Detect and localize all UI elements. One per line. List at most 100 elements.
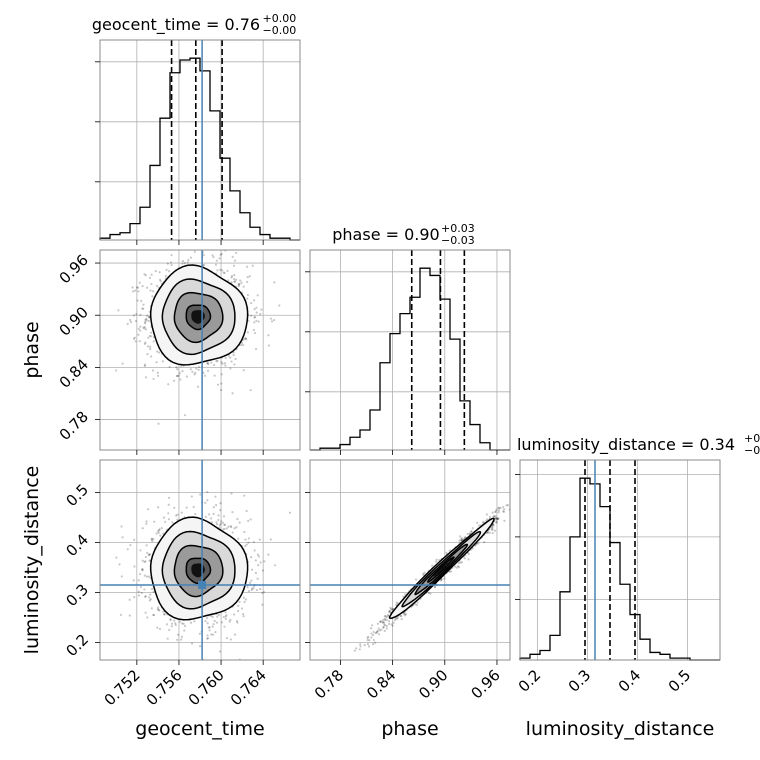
sample-point [224, 617, 227, 620]
sample-point [197, 368, 200, 371]
sample-point [211, 633, 215, 636]
sample-point [126, 548, 129, 551]
sample-point [494, 517, 497, 520]
sample-point [482, 521, 485, 524]
sample-point [215, 504, 218, 507]
sample-point [383, 618, 387, 622]
sample-point [158, 351, 161, 354]
sample-point [244, 598, 248, 601]
sample-point [219, 650, 222, 653]
sample-point [494, 514, 497, 518]
sample-point [491, 525, 494, 529]
sample-point [374, 641, 377, 644]
sample-point [126, 322, 129, 326]
sample-point [212, 256, 215, 259]
contour-line [149, 264, 249, 366]
sample-point [142, 326, 145, 329]
sample-point [181, 370, 184, 373]
sample-point [218, 257, 221, 260]
sample-point [140, 299, 143, 303]
sample-point [390, 623, 393, 626]
sample-point [370, 632, 373, 635]
sample-point [247, 537, 250, 540]
sample-point [249, 302, 253, 305]
sample-point [379, 620, 382, 623]
sample-point [156, 350, 159, 353]
sample-point [191, 370, 194, 373]
sample-point [137, 333, 140, 336]
sample-point [178, 372, 181, 375]
sample-point [495, 508, 498, 511]
sample-point [456, 564, 460, 568]
sample-point [250, 579, 253, 582]
sample-point [206, 622, 209, 625]
sample-point [150, 335, 153, 338]
sample-point [388, 610, 391, 613]
sample-point [189, 621, 193, 624]
sample-point [139, 585, 143, 588]
sample-point [148, 596, 151, 599]
sample-point [236, 609, 240, 613]
sample-point [440, 578, 443, 581]
sample-point [213, 619, 216, 623]
sample-point [435, 560, 438, 563]
sample-point [152, 340, 155, 343]
sample-point [232, 277, 236, 281]
sample-point [372, 638, 375, 642]
sample-point [162, 610, 165, 613]
sample-point [242, 615, 245, 618]
sample-point [166, 262, 169, 265]
sample-point [255, 319, 258, 322]
histogram-panel-geocent_time: geocent_time = 0.76 +0.00−0.00 [92, 12, 301, 245]
sample-point [183, 414, 187, 417]
sample-point [467, 552, 470, 556]
sample-point [460, 537, 463, 540]
sample-point [529, 483, 531, 485]
sample-point [233, 633, 237, 636]
sample-point [152, 613, 155, 617]
sample-point [269, 317, 273, 320]
axes-frame [309, 249, 511, 451]
sample-point [491, 524, 494, 527]
sample-point [145, 314, 149, 317]
histogram-panel-phase: phase = 0.90 +0.03−0.03 [305, 222, 511, 455]
sample-point [174, 622, 177, 625]
sample-point [371, 624, 374, 627]
sample-point [147, 336, 150, 339]
panel-title: geocent_time = 0.76 [92, 15, 260, 35]
sample-point [380, 620, 383, 623]
sample-point [235, 619, 239, 623]
sample-point [143, 325, 146, 329]
sample-point [502, 505, 505, 509]
sample-point [167, 383, 170, 386]
sample-point [385, 627, 388, 630]
sample-point [139, 325, 142, 328]
sample-point [240, 607, 244, 610]
sample-point [236, 621, 239, 624]
sample-point [132, 579, 135, 582]
sample-point [220, 382, 223, 385]
sample-point [149, 598, 152, 601]
x-tick-label: 0.756 [143, 666, 186, 709]
sample-point [382, 618, 385, 622]
sample-point [146, 286, 149, 289]
x-axis-label: phase [381, 718, 438, 740]
sample-point [400, 615, 403, 618]
sample-point [256, 577, 259, 580]
sample-point [187, 259, 190, 262]
sample-point [163, 613, 166, 616]
sample-point [246, 331, 249, 334]
sample-point [220, 252, 223, 256]
sample-point [399, 614, 402, 617]
sample-point [204, 619, 207, 623]
sample-point [229, 618, 232, 621]
sample-point [169, 261, 173, 264]
sample-point [255, 306, 258, 309]
sample-point [233, 280, 237, 283]
sample-point [483, 541, 486, 544]
sample-point [382, 621, 385, 624]
sample-point [240, 343, 243, 347]
sample-point [202, 253, 205, 257]
sample-point [270, 320, 274, 323]
sample-point [167, 512, 170, 515]
